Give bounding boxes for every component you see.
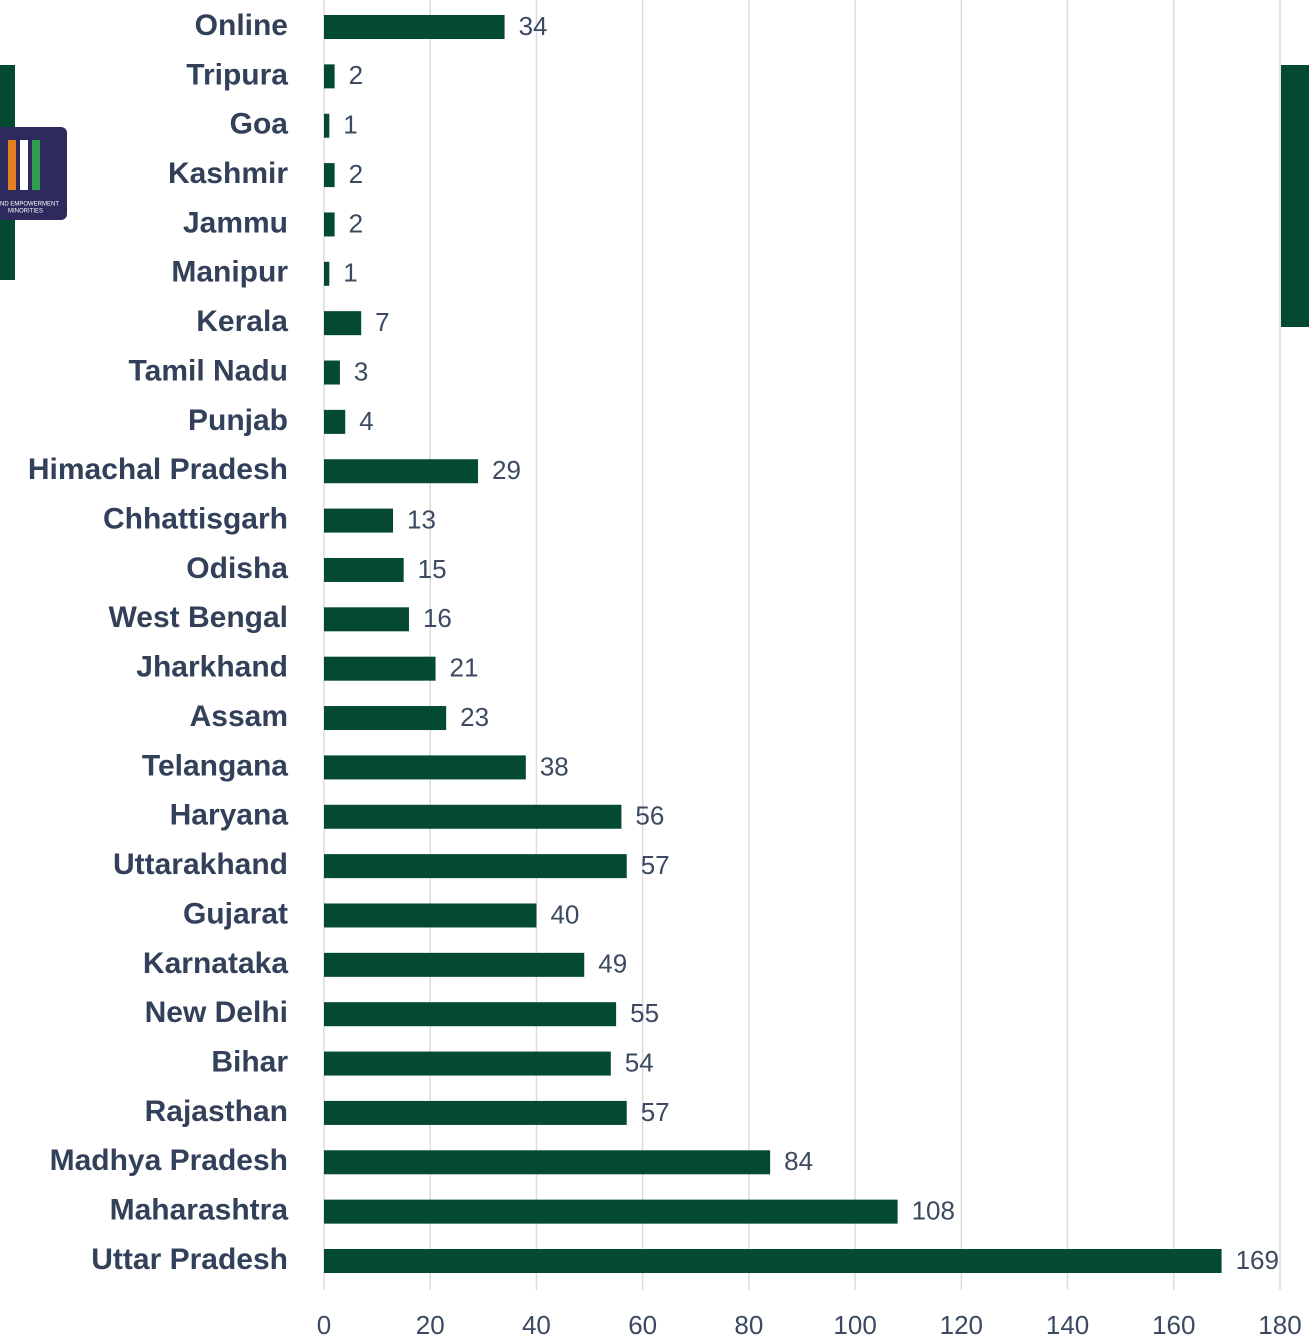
y-tick-label: Tripura (186, 58, 288, 91)
y-tick-label: Uttar Pradesh (91, 1243, 288, 1276)
y-tick-label: Manipur (171, 256, 288, 289)
y-tick-label: Madhya Pradesh (50, 1144, 288, 1177)
logo-text: MINORITIES (8, 209, 43, 215)
value-label: 38 (540, 751, 569, 781)
x-tick-label: 20 (416, 1310, 445, 1340)
bar (324, 1100, 627, 1125)
bar (324, 903, 537, 928)
bar (324, 706, 447, 731)
y-tick-label: Chhattisgarh (103, 503, 288, 536)
y-tick-label: Haryana (170, 799, 289, 832)
logo-stroke (20, 140, 28, 190)
value-label: 2 (349, 159, 363, 189)
x-tick-label: 120 (940, 1310, 983, 1340)
bar (324, 508, 394, 533)
y-tick-label: Bihar (211, 1045, 288, 1078)
value-label: 57 (641, 850, 670, 880)
bar (324, 1150, 771, 1175)
bar (324, 1199, 898, 1224)
y-tick-label: Punjab (188, 404, 288, 437)
y-tick-label: Assam (190, 700, 288, 733)
x-tick-label: 180 (1258, 1310, 1301, 1340)
side-band (1281, 65, 1309, 327)
bar (324, 656, 436, 681)
x-tick-label: 100 (833, 1310, 876, 1340)
x-tick-label: 160 (1152, 1310, 1195, 1340)
bar (324, 64, 335, 89)
value-label: 40 (550, 899, 579, 929)
bar (324, 1249, 1222, 1273)
bar (324, 15, 505, 39)
value-label: 1 (343, 110, 357, 140)
bar (324, 163, 335, 188)
y-tick-label: Tamil Nadu (129, 354, 288, 387)
y-tick-label: Gujarat (183, 897, 288, 930)
y-tick-label: Himachal Pradesh (28, 453, 288, 486)
value-label: 34 (519, 11, 548, 41)
value-label: 3 (354, 356, 368, 386)
x-tick-label: 60 (628, 1310, 657, 1340)
y-tick-label: West Bengal (109, 601, 289, 634)
value-label: 84 (784, 1146, 813, 1176)
y-tick-label: Maharashtra (110, 1194, 289, 1227)
bar (324, 607, 409, 632)
y-tick-label: Kashmir (168, 157, 288, 190)
value-label: 57 (641, 1097, 670, 1127)
y-tick-label: Odisha (186, 552, 288, 585)
x-tick-label: 40 (522, 1310, 551, 1340)
value-label: 23 (460, 702, 489, 732)
value-label: 56 (635, 801, 664, 831)
bar (324, 557, 404, 582)
logo-stroke (8, 140, 16, 190)
bar (324, 459, 479, 484)
logo-text: ND EMPOWERMENT (0, 202, 59, 208)
value-label: 16 (423, 603, 452, 633)
bar (324, 1051, 611, 1076)
value-label: 55 (630, 998, 659, 1028)
y-tick-label: Rajasthan (145, 1095, 288, 1128)
y-tick-label: Jharkhand (136, 651, 288, 684)
bar (324, 360, 340, 385)
logo: ND EMPOWERMENT MINORITIES (0, 127, 67, 220)
bar (324, 1002, 617, 1027)
value-label: 54 (625, 1047, 654, 1077)
value-label: 1 (343, 258, 357, 288)
bar (324, 854, 627, 879)
value-label: 4 (359, 406, 373, 436)
bar (324, 113, 330, 138)
y-tick-label: Kerala (196, 305, 288, 338)
bar (324, 804, 622, 829)
value-label: 21 (450, 653, 479, 683)
y-tick-label: Telangana (142, 749, 288, 782)
value-label: 29 (492, 455, 521, 485)
value-label: 49 (598, 949, 627, 979)
bar (324, 409, 346, 434)
bar (324, 952, 585, 977)
y-tick-label: Jammu (183, 206, 288, 239)
y-tick-label: Uttarakhand (113, 848, 288, 881)
y-tick-label: Karnataka (143, 947, 288, 980)
value-label: 2 (349, 60, 363, 90)
bar (324, 311, 362, 336)
x-tick-label: 140 (1046, 1310, 1089, 1340)
bar (324, 261, 330, 286)
value-label: 7 (375, 307, 389, 337)
value-label: 2 (349, 208, 363, 238)
y-tick-label: New Delhi (145, 996, 288, 1029)
value-label: 13 (407, 504, 436, 534)
x-tick-label: 80 (734, 1310, 763, 1340)
bar (324, 755, 526, 780)
value-label: 108 (912, 1196, 955, 1226)
y-tick-label: Goa (230, 108, 289, 141)
logo-stroke (32, 140, 40, 190)
value-label: 169 (1236, 1245, 1279, 1275)
y-tick-label: Online (195, 9, 288, 42)
x-tick-label: 0 (317, 1310, 331, 1340)
bar (324, 212, 335, 237)
value-label: 15 (418, 554, 447, 584)
